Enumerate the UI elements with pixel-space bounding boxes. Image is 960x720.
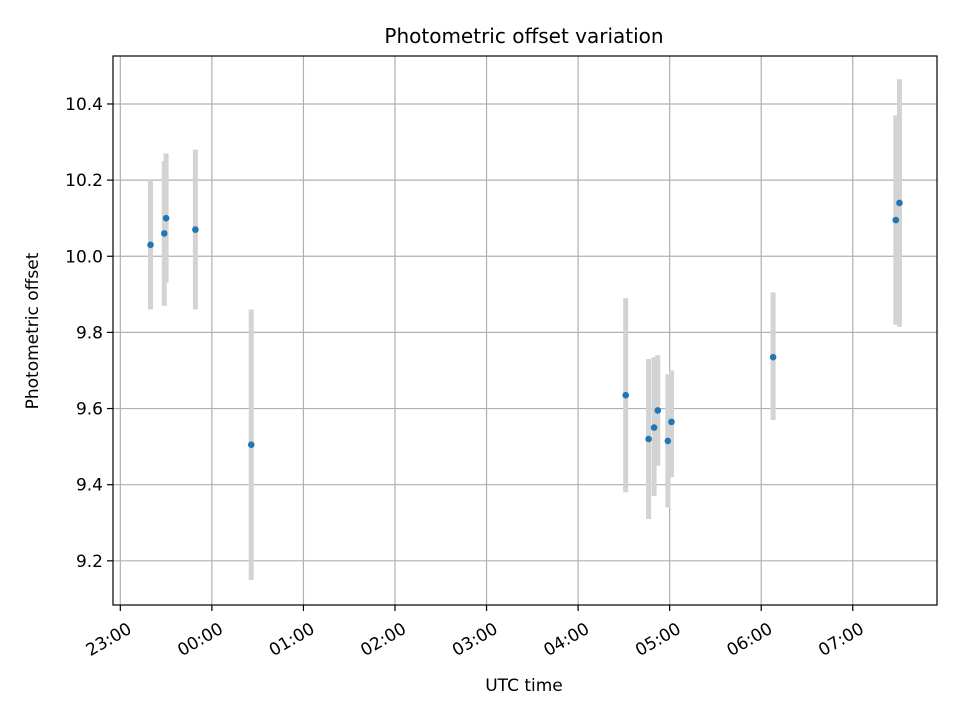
y-axis-ticks: 9.2 9.4 9.6 9.8 10.0 10.2 10.4	[65, 95, 113, 572]
data-point	[668, 418, 675, 426]
data-point	[769, 353, 777, 361]
y-tick-label: 10.2	[65, 171, 103, 191]
x-tick-label: 23:00	[83, 619, 135, 661]
y-tick-label: 10.0	[65, 247, 103, 267]
data-point	[650, 424, 658, 431]
x-tick-label: 01:00	[266, 619, 318, 661]
data-point	[896, 199, 903, 207]
data-point	[192, 226, 199, 233]
x-tick-label: 00:00	[174, 619, 226, 661]
data-point	[247, 441, 255, 449]
x-tick-label: 05:00	[632, 619, 684, 661]
x-tick-label: 04:00	[541, 619, 593, 661]
grid-lines	[113, 56, 937, 605]
data-point	[664, 437, 672, 445]
x-axis-ticks: 23:00 00:00 01:00 02:00 03:00 04:00 05:00 06:00…	[83, 605, 868, 661]
chart-title: Photometric offset variation	[384, 24, 663, 48]
y-tick-label: 9.6	[76, 400, 103, 420]
y-tick-label: 9.4	[76, 476, 103, 496]
error-bars	[148, 79, 902, 580]
data-point	[162, 214, 170, 222]
x-tick-label: 06:00	[724, 619, 776, 661]
y-tick-label: 9.2	[76, 552, 103, 572]
x-tick-label: 07:00	[815, 619, 867, 661]
data-point	[622, 391, 630, 399]
data-point	[892, 216, 900, 224]
data-point	[147, 241, 154, 249]
data-point	[645, 435, 652, 443]
y-tick-label: 10.4	[65, 95, 103, 115]
y-axis-label: Photometric offset	[23, 252, 43, 409]
data-point	[160, 230, 168, 237]
x-tick-label: 03:00	[449, 619, 501, 661]
data-points	[147, 199, 903, 449]
x-axis-label: UTC time	[485, 676, 563, 696]
x-tick-label: 02:00	[357, 619, 409, 661]
plot-frame	[112, 55, 938, 606]
data-point	[654, 407, 662, 414]
y-tick-label: 9.8	[76, 323, 103, 343]
